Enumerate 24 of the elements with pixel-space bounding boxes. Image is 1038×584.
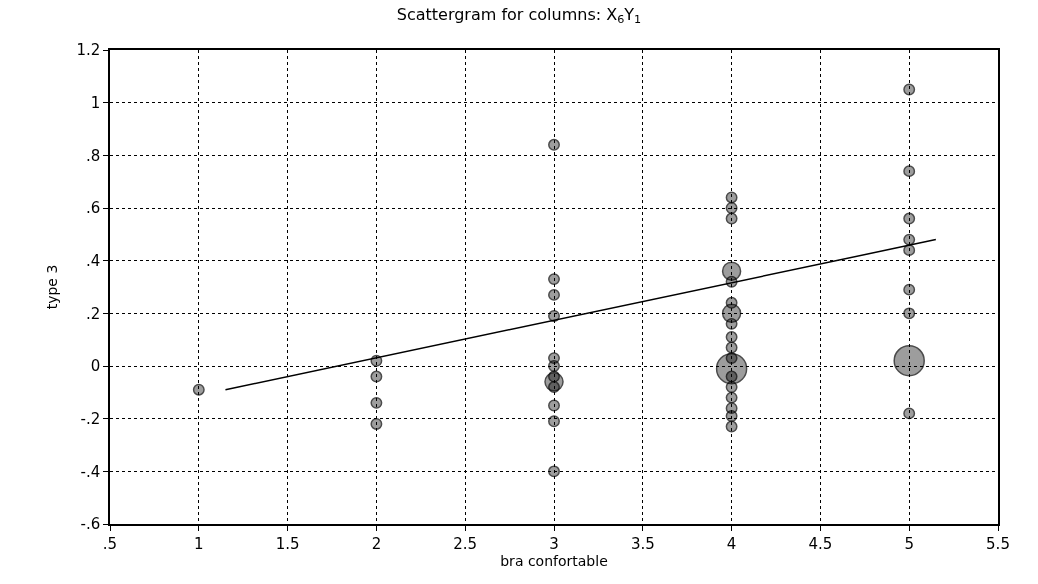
x-tick-label: 2.5 xyxy=(453,534,478,553)
y-tick-label: .8 xyxy=(85,146,101,165)
y-tick-label: -.6 xyxy=(80,515,101,534)
x-tick-label: 1 xyxy=(194,534,204,553)
x-tick-label: 5 xyxy=(904,534,914,553)
y-tick-label: 1 xyxy=(90,93,101,112)
x-tick-label: 3.5 xyxy=(630,534,655,553)
chart-title: Scattergram for columns: X$_{6}$Y$_{1}$ xyxy=(396,4,642,27)
y-tick-label: .2 xyxy=(85,304,101,323)
y-tick-label: .6 xyxy=(85,199,101,218)
x-tick-label: 4 xyxy=(726,534,737,553)
y-tick-label: -.2 xyxy=(80,409,101,428)
y-tick-label: -.4 xyxy=(80,462,101,481)
x-tick-label: .5 xyxy=(102,534,118,553)
y-tick-label: 0 xyxy=(90,357,101,376)
x-tick-label: 3 xyxy=(549,534,559,553)
y-tick-label: 1.2 xyxy=(76,41,101,60)
x-tick-label: 5.5 xyxy=(986,534,1010,553)
x-tick-label: 1.5 xyxy=(275,534,300,553)
y-tick-label: .4 xyxy=(85,251,101,270)
x-tick-label: 4.5 xyxy=(808,534,833,553)
y-axis-title: type 3 xyxy=(44,264,61,310)
x-tick-label: 2 xyxy=(371,534,382,553)
x-axis-title: bra confortable xyxy=(500,552,608,569)
